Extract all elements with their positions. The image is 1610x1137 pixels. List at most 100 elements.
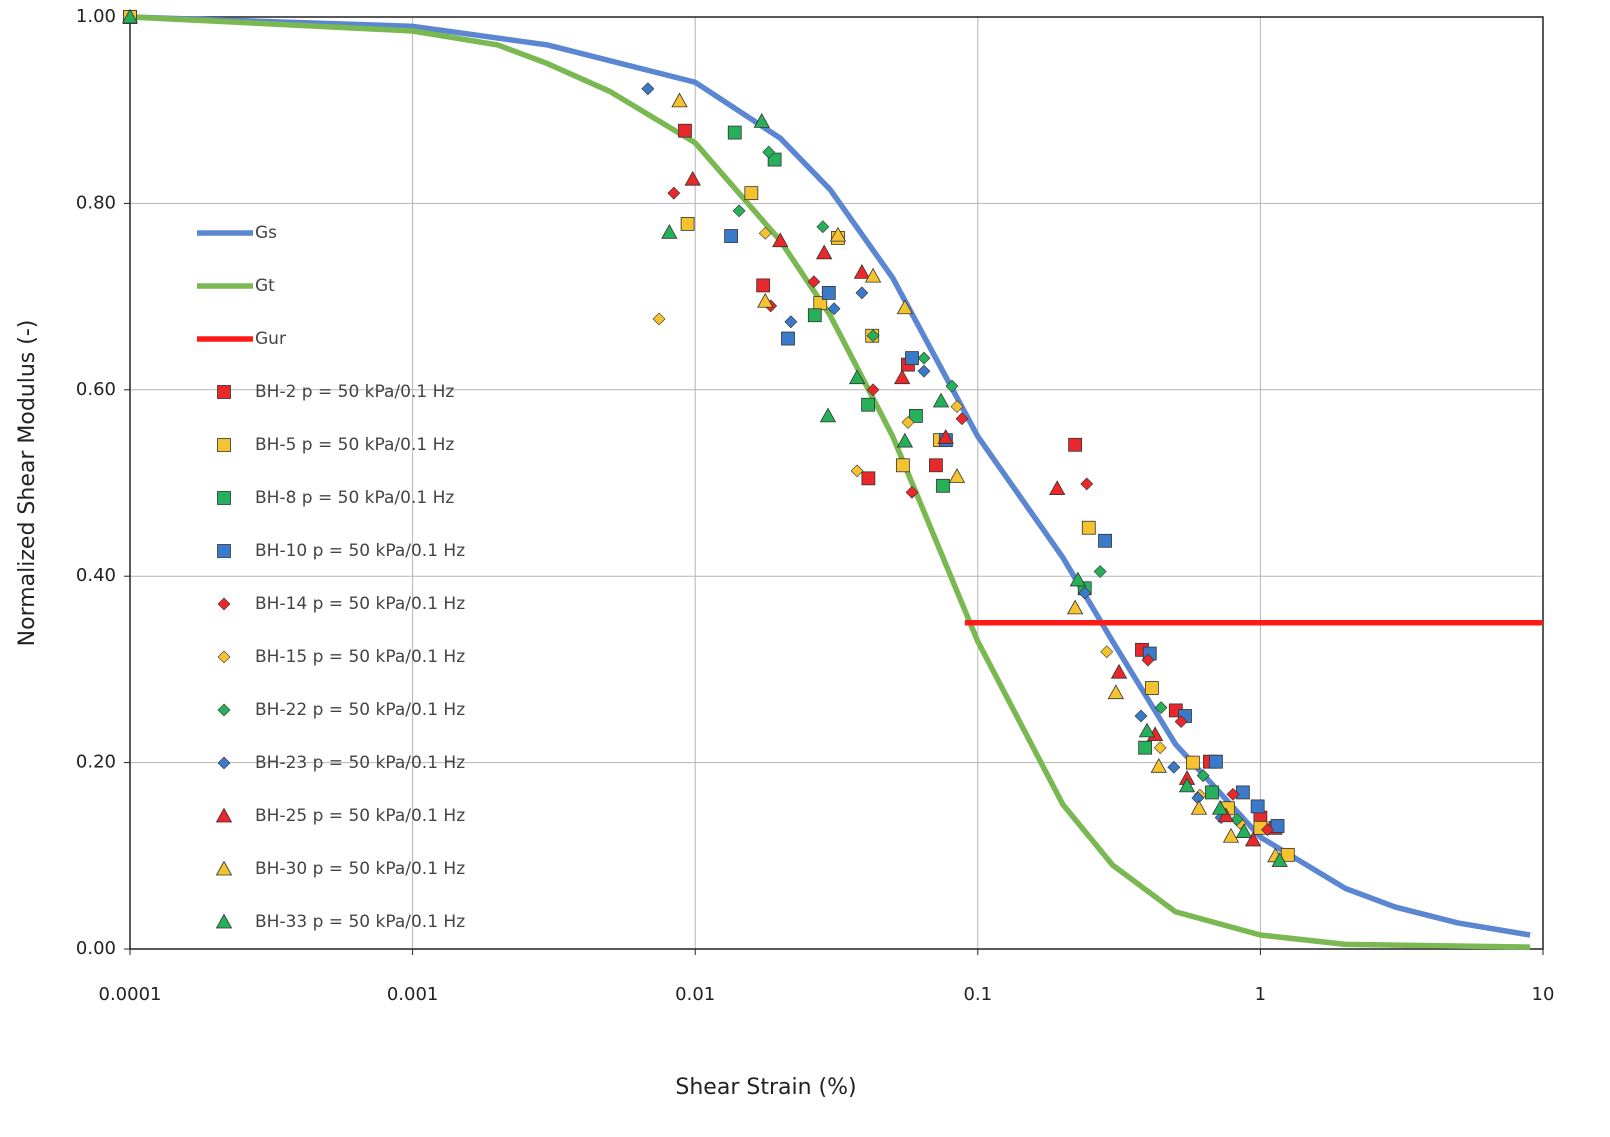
marker-diamond: [1134, 709, 1148, 723]
x-axis-title: Shear Strain (%): [675, 1075, 856, 1100]
marker-triangle: [1222, 827, 1240, 843]
marker-diamond: [1226, 787, 1240, 801]
legend-label: BH-30 p = 50 kPa/0.1 Hz: [255, 859, 465, 879]
marker-diamond: [1196, 769, 1210, 783]
marker-square: [936, 478, 950, 493]
marker-diamond: [955, 412, 969, 426]
marker-diamond: [866, 383, 880, 397]
marker-square: [1144, 681, 1159, 695]
marker-diamond: [217, 597, 231, 611]
marker-triangle: [1138, 722, 1156, 738]
marker-triangle: [1235, 823, 1253, 838]
marker-diamond: [1174, 715, 1188, 729]
legend-label: Gur: [255, 329, 286, 349]
marker-diamond: [901, 415, 915, 429]
marker-diamond: [1153, 741, 1167, 755]
marker-triangle: [1049, 480, 1066, 495]
marker-square: [724, 229, 739, 243]
x-tick-label: 0.0001: [99, 984, 162, 1005]
x-tick-label: 0.01: [675, 984, 715, 1005]
marker-triangle: [753, 113, 770, 128]
marker-square: [217, 544, 231, 558]
marker-square: [781, 331, 795, 346]
marker-square: [1235, 785, 1250, 800]
marker-square: [756, 278, 771, 293]
marker-diamond: [652, 312, 666, 326]
legend-label: BH-15 p = 50 kPa/0.1 Hz: [255, 647, 465, 667]
series-line: [129, 14, 1531, 938]
marker-square: [1098, 533, 1112, 548]
marker-square: [1270, 819, 1285, 833]
marker-square: [1138, 740, 1153, 755]
marker-diamond: [217, 756, 231, 770]
y-tick-label: 0.00: [76, 938, 116, 959]
legend-label: BH-25 p = 50 kPa/0.1 Hz: [255, 806, 465, 826]
y-tick-label: 0.40: [76, 565, 116, 586]
marker-diamond: [827, 302, 841, 316]
marker-diamond: [1261, 823, 1274, 837]
marker-triangle: [1110, 663, 1128, 679]
marker-diamond: [1080, 477, 1094, 491]
marker-triangle: [893, 369, 911, 385]
marker-diamond: [905, 485, 919, 499]
marker-square: [1250, 799, 1265, 814]
marker-triangle: [1107, 684, 1125, 700]
marker-triangle: [215, 860, 233, 876]
marker-diamond: [217, 703, 231, 717]
series-line: [129, 14, 1531, 950]
y-tick-label: 0.60: [76, 379, 116, 400]
marker-square: [821, 285, 836, 300]
y-tick-label: 1.00: [76, 6, 116, 27]
marker-triangle: [1211, 799, 1229, 815]
marker-triangle: [1190, 799, 1208, 815]
marker-triangle: [1066, 599, 1084, 615]
marker-triangle: [1178, 777, 1196, 793]
marker-diamond: [732, 204, 746, 218]
marker-triangle: [1069, 571, 1087, 587]
legend-label: BH-22 p = 50 kPa/0.1 Hz: [255, 700, 465, 720]
marker-triangle: [121, 8, 139, 24]
marker-diamond: [1230, 813, 1244, 826]
marker-square: [861, 471, 876, 486]
marker-triangle: [215, 807, 233, 823]
marker-triangle: [215, 913, 233, 929]
marker-triangle: [1271, 852, 1288, 867]
marker-diamond: [945, 379, 959, 393]
marker-square: [767, 152, 782, 167]
marker-square: [861, 397, 875, 412]
marker-square: [744, 186, 759, 201]
x-tick-label: 10: [1532, 984, 1555, 1005]
marker-diamond: [855, 286, 869, 300]
marker-diamond: [816, 220, 830, 234]
marker-diamond: [1093, 565, 1107, 578]
marker-diamond: [762, 145, 776, 159]
marker-square: [1186, 755, 1200, 770]
marker-triangle: [684, 170, 701, 186]
marker-square: [680, 217, 695, 231]
marker-diamond: [950, 400, 964, 414]
marker-square: [1209, 754, 1223, 769]
marker-triangle: [829, 226, 847, 242]
marker-triangle: [819, 407, 837, 423]
marker-square: [217, 491, 231, 505]
marker-diamond: [807, 275, 821, 289]
marker-square: [1081, 520, 1096, 535]
marker-triangle: [896, 299, 914, 315]
marker-square: [727, 125, 742, 140]
marker-triangle: [661, 223, 678, 239]
marker-diamond: [667, 186, 681, 200]
marker-square: [895, 458, 910, 473]
plot-frame: [129, 16, 1544, 950]
marker-square: [905, 351, 919, 366]
marker-triangle: [864, 267, 882, 283]
marker-triangle: [853, 264, 871, 279]
legend-label: BH-14 p = 50 kPa/0.1 Hz: [255, 594, 465, 614]
marker-square: [1205, 785, 1219, 800]
marker-triangle: [757, 292, 774, 308]
marker-square: [217, 438, 231, 452]
marker-diamond: [1078, 586, 1092, 600]
marker-square: [1280, 847, 1295, 862]
marker-diamond: [866, 329, 880, 343]
marker-triangle: [848, 369, 866, 385]
